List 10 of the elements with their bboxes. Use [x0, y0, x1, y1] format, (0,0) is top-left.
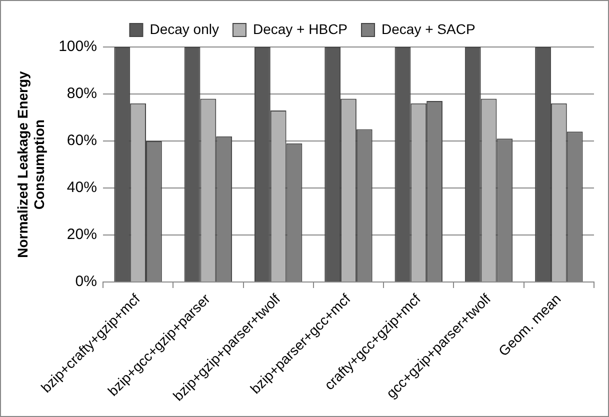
y-tick-label: 80% — [66, 85, 97, 102]
y-axis-title: Normalized Leakage Energy Consumption — [14, 70, 48, 258]
y-tick-label: 100% — [58, 38, 97, 56]
y-tick-label: 60% — [66, 132, 97, 150]
y-tick-label: 20% — [66, 226, 97, 244]
legend-label: Decay + HBCP — [252, 20, 348, 37]
y-tick-label: 40% — [66, 179, 97, 196]
legend-label: Decay + SACP — [382, 20, 476, 37]
y-tick-label: 0% — [75, 273, 97, 290]
legend-label: Decay only — [150, 20, 219, 37]
